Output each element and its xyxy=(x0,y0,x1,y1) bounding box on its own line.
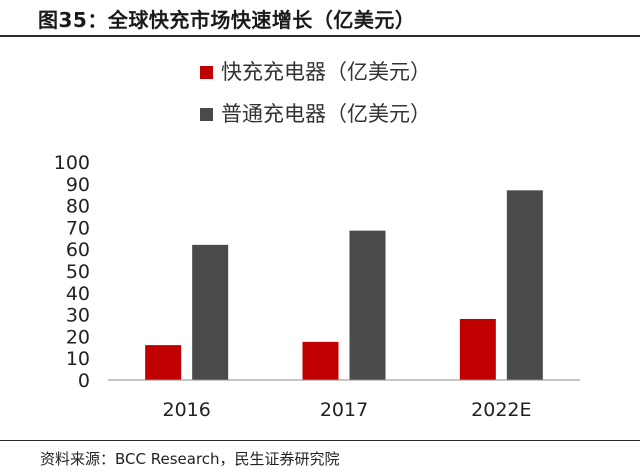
legend-label: 快充充电器（亿美元） xyxy=(221,60,431,84)
y-tick-label: 100 xyxy=(54,152,90,174)
legend-swatch xyxy=(200,66,213,79)
bar-2022E-series-0 xyxy=(459,318,496,380)
y-tick-label: 10 xyxy=(66,348,90,370)
bar-2017-series-1 xyxy=(349,230,386,380)
y-tick-label: 50 xyxy=(66,261,90,283)
legend-label: 普通充电器（亿美元） xyxy=(221,102,431,126)
bar-2022E-series-1 xyxy=(506,190,543,380)
y-tick-label: 60 xyxy=(66,239,90,261)
x-tick-label: 2022E xyxy=(471,399,531,421)
bar-chart: 快充充电器（亿美元） 普通充电器（亿美元） 0102030405060708090… xyxy=(54,60,580,421)
title-divider xyxy=(0,35,640,37)
bar-2017-series-0 xyxy=(302,341,339,380)
legend-swatch xyxy=(200,108,213,121)
bar-series xyxy=(145,190,543,380)
figure-title: 图35：全球快充市场快速增长（亿美元） xyxy=(38,8,416,32)
y-tick-label: 80 xyxy=(66,196,90,218)
y-tick-label: 40 xyxy=(66,283,90,305)
x-tick-label: 2016 xyxy=(162,399,210,421)
y-tick-label: 0 xyxy=(78,370,90,392)
bar-2016-series-0 xyxy=(145,345,182,380)
source-divider xyxy=(0,440,640,441)
y-tick-label: 20 xyxy=(66,326,90,348)
source-note: 资料来源：BCC Research，民生证券研究院 xyxy=(40,450,340,468)
chart-legend: 快充充电器（亿美元） 普通充电器（亿美元） xyxy=(200,60,431,126)
y-tick-label: 90 xyxy=(66,174,90,196)
y-tick-label: 70 xyxy=(66,217,90,239)
bar-2016-series-1 xyxy=(192,244,229,380)
x-tick-label: 2017 xyxy=(320,399,368,421)
y-tick-label: 30 xyxy=(66,305,90,327)
x-axis: 2016 2017 2022E xyxy=(108,379,580,421)
